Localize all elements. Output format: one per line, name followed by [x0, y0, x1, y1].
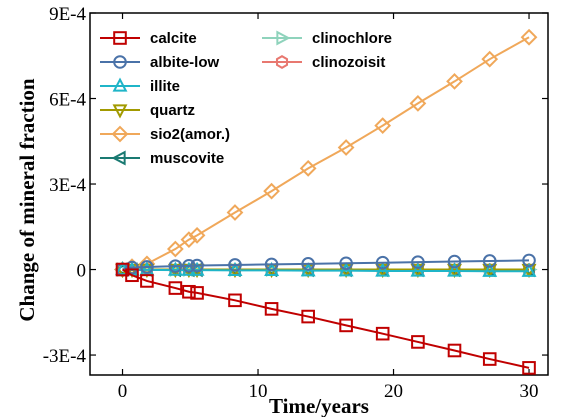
x-tick-label: 20 — [384, 381, 403, 402]
data-point — [228, 258, 242, 272]
data-point — [264, 257, 279, 272]
data-point — [375, 262, 391, 277]
legend-label: quartz — [150, 102, 195, 119]
data-point — [339, 256, 353, 271]
data-point — [410, 262, 426, 277]
data-point — [264, 302, 279, 316]
series-line — [122, 268, 530, 369]
legend-item: illite — [100, 77, 180, 95]
data-point — [180, 231, 198, 248]
data-point — [263, 182, 280, 200]
data-point — [182, 259, 196, 273]
data-point — [411, 335, 425, 349]
data-point — [447, 262, 462, 277]
data-point — [301, 257, 315, 271]
legend: calcite albite-low illite quartz sio2(amor.)… — [100, 30, 392, 167]
data-point — [125, 260, 139, 275]
legend-marker — [276, 30, 291, 46]
data-point — [125, 268, 139, 283]
legend-marker — [111, 150, 126, 166]
data-point — [520, 28, 538, 46]
legend-item: albite-low — [100, 54, 220, 71]
data-point — [167, 261, 183, 276]
data-point — [190, 258, 204, 273]
series-line — [122, 259, 530, 271]
data-point — [521, 262, 537, 277]
legend-marker — [275, 55, 289, 69]
legend-item: clinochlore — [262, 30, 392, 47]
legend-item: calcite — [100, 30, 197, 47]
data-point — [168, 259, 183, 273]
data-point — [482, 254, 497, 268]
legend-label: illite — [150, 78, 180, 95]
data-point — [301, 309, 315, 324]
data-point — [374, 117, 392, 134]
legend-item: clinozoisit — [262, 54, 385, 71]
legend-marker — [112, 77, 128, 92]
data-point — [447, 254, 462, 269]
data-point — [522, 361, 536, 375]
y-axis-label: Change of mineral fraction — [15, 78, 39, 322]
data-point — [228, 293, 242, 308]
data-point — [168, 281, 183, 295]
series-layer — [113, 28, 538, 375]
data-point — [482, 352, 497, 366]
legend-label: albite-low — [150, 54, 220, 71]
data-point — [226, 204, 244, 221]
data-point — [190, 286, 204, 300]
data-point — [446, 73, 463, 90]
data-point — [482, 262, 498, 277]
legend-marker — [113, 55, 127, 69]
series-albite-low — [115, 253, 536, 277]
data-point — [375, 326, 390, 341]
y-tick-label: 6E-4 — [49, 90, 86, 111]
legend-label: sio2(amor.) — [150, 126, 230, 143]
data-point — [188, 226, 206, 244]
data-point — [182, 284, 196, 299]
legend-label: calcite — [150, 30, 197, 47]
data-point — [339, 318, 353, 333]
legend-item: quartz — [100, 102, 195, 119]
axis-ticks: 0 10 20 30 -3E-4 0 3E-4 6E-4 9E-4 — [43, 4, 548, 402]
y-tick-label: 3E-4 — [49, 175, 86, 196]
series-calcite — [115, 262, 536, 375]
series-line — [122, 36, 530, 271]
data-point — [338, 262, 354, 277]
data-point — [337, 139, 355, 156]
legend-label: clinozoisit — [312, 54, 385, 71]
y-tick-label: 0 — [77, 261, 87, 282]
plot-frame — [89, 12, 549, 376]
data-point — [140, 274, 154, 288]
data-point — [481, 50, 499, 68]
legend-item: muscovite — [100, 150, 224, 167]
x-tick-label: 30 — [520, 381, 539, 402]
y-tick-label: -3E-4 — [43, 346, 87, 367]
data-point — [411, 255, 425, 269]
x-axis-label: Time/years — [269, 394, 369, 417]
legend-item: sio2(amor.) — [100, 125, 230, 143]
y-tick-label: 9E-4 — [49, 4, 86, 25]
data-point — [140, 260, 154, 274]
legend-marker — [112, 104, 128, 119]
data-point — [299, 159, 317, 177]
x-tick-label: 10 — [249, 381, 268, 402]
data-point — [522, 253, 536, 268]
data-point — [375, 255, 390, 270]
data-point — [166, 240, 184, 258]
legend-marker — [113, 31, 127, 45]
legend-label: clinochlore — [312, 30, 392, 47]
legend-label: muscovite — [150, 150, 224, 167]
x-tick-label: 0 — [118, 381, 128, 402]
data-point — [447, 343, 462, 358]
data-point — [409, 94, 427, 112]
legend-marker — [111, 125, 129, 143]
